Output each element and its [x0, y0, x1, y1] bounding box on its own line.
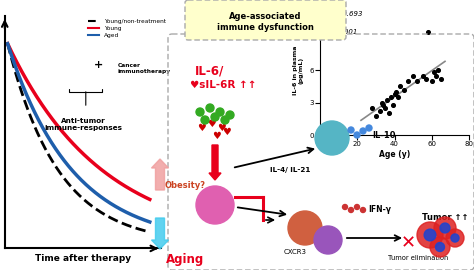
Circle shape [216, 108, 224, 116]
FancyArrow shape [209, 145, 221, 180]
Circle shape [436, 242, 445, 251]
Circle shape [314, 226, 342, 254]
Circle shape [348, 127, 354, 133]
Point [438, 77, 445, 81]
Circle shape [366, 125, 372, 131]
X-axis label: Time after therapy: Time after therapy [35, 254, 131, 263]
Point [380, 103, 387, 107]
Text: Th1: Th1 [295, 224, 315, 232]
Circle shape [446, 229, 464, 247]
Text: ♥: ♥ [218, 123, 227, 133]
Circle shape [361, 208, 365, 212]
Point [410, 73, 417, 78]
Point [382, 106, 389, 110]
Point [428, 79, 436, 83]
Circle shape [430, 237, 450, 257]
Circle shape [226, 111, 234, 119]
Point [413, 79, 421, 83]
Text: ♥: ♥ [223, 127, 231, 137]
Circle shape [196, 186, 234, 224]
Text: Tumor elimination: Tumor elimination [388, 255, 448, 261]
Point [392, 90, 400, 94]
Point [368, 106, 376, 110]
Text: Obesity?: Obesity? [164, 181, 206, 190]
Point [378, 100, 385, 105]
FancyArrow shape [152, 159, 168, 190]
Text: IL-10: IL-10 [372, 130, 395, 140]
Text: Cancer
immunotherapy: Cancer immunotherapy [118, 63, 171, 74]
Text: immune dysfunction: immune dysfunction [217, 23, 314, 32]
Circle shape [355, 204, 359, 210]
FancyBboxPatch shape [185, 0, 346, 40]
Text: CD4⁺: CD4⁺ [203, 201, 227, 210]
Text: CD8⁺: CD8⁺ [317, 232, 335, 238]
Point [372, 113, 380, 118]
Point [434, 68, 441, 72]
Text: ♥: ♥ [213, 131, 221, 141]
Point [419, 73, 427, 78]
Point [400, 87, 408, 92]
Text: P = .001: P = .001 [328, 29, 358, 35]
Circle shape [348, 208, 354, 212]
Circle shape [201, 116, 209, 124]
Text: c-Maf: c-Maf [321, 135, 343, 141]
Legend: Young/non-treatment, Young, Aged: Young/non-treatment, Young, Aged [88, 19, 166, 38]
Point [424, 30, 432, 35]
Point [376, 109, 383, 113]
Circle shape [206, 104, 214, 112]
Circle shape [451, 234, 459, 242]
Text: CTL: CTL [319, 242, 332, 248]
Point [394, 95, 402, 99]
Text: IL-4/ IL-21: IL-4/ IL-21 [270, 167, 310, 173]
Circle shape [424, 229, 436, 241]
Text: IL-6/: IL-6/ [195, 65, 224, 78]
X-axis label: Age (y): Age (y) [379, 150, 410, 159]
Text: ♥: ♥ [208, 119, 216, 129]
Text: +: + [94, 60, 103, 70]
Text: Tumor ↑↑: Tumor ↑↑ [422, 214, 468, 222]
Point [385, 111, 393, 116]
Circle shape [288, 211, 322, 245]
Text: Age-associated: Age-associated [229, 12, 302, 21]
Circle shape [315, 121, 349, 155]
Text: IFN-γ: IFN-γ [368, 205, 391, 214]
Point [432, 73, 439, 78]
Circle shape [360, 128, 366, 134]
Circle shape [440, 223, 450, 233]
Point [383, 98, 391, 103]
Circle shape [211, 113, 219, 121]
FancyArrow shape [152, 218, 168, 249]
Text: R = 0.693: R = 0.693 [328, 11, 363, 16]
Point [404, 79, 411, 83]
Text: Aging: Aging [166, 254, 204, 266]
Point [422, 77, 430, 81]
Text: CXCR3: CXCR3 [283, 249, 307, 255]
Circle shape [354, 132, 360, 138]
Point [391, 92, 398, 96]
Point [396, 84, 404, 89]
Text: ♥: ♥ [198, 123, 206, 133]
Point [387, 95, 395, 99]
Circle shape [434, 217, 456, 239]
Circle shape [343, 204, 347, 210]
Point [430, 70, 438, 75]
Text: Anti-tumor
immune-responses: Anti-tumor immune-responses [44, 118, 122, 131]
Point [389, 103, 397, 107]
Y-axis label: IL-6 in plasma
(pg/mL): IL-6 in plasma (pg/mL) [292, 46, 303, 95]
Circle shape [196, 108, 204, 116]
Text: ♥sIL-6R ↑↑: ♥sIL-6R ↑↑ [190, 80, 256, 90]
Circle shape [221, 116, 229, 124]
Text: ✕: ✕ [401, 234, 416, 252]
Circle shape [417, 222, 443, 248]
